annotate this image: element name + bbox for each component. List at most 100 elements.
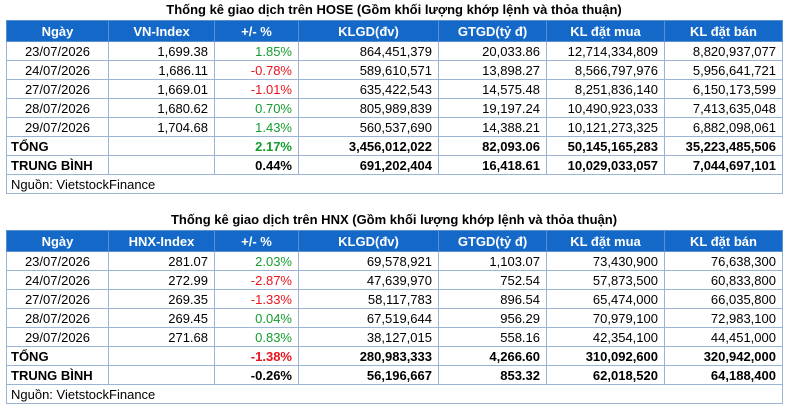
buy-cell: 12,714,334,809: [546, 41, 665, 61]
value-cell: 20,033.86: [438, 41, 547, 61]
value-cell: 956.29: [438, 308, 547, 328]
index-cell: 1,699.38: [108, 41, 215, 61]
total-label: TỔNG: [6, 136, 109, 156]
table-row: 27/07/2026 1,669.01 -1.01% 635,422,543 1…: [6, 79, 783, 99]
value-cell: 82,093.06: [438, 136, 547, 156]
date-cell: 24/07/2026: [6, 270, 109, 290]
value-cell: 16,418.61: [438, 155, 547, 175]
sell-cell: 66,035,800: [664, 289, 783, 309]
volume-cell: 38,127,015: [298, 327, 439, 347]
value-cell: 896.54: [438, 289, 547, 309]
date-cell: 24/07/2026: [6, 60, 109, 80]
sell-cell: 8,820,937,077: [664, 41, 783, 61]
change-cell: 0.83%: [214, 327, 299, 347]
col-index-header: VN-Index: [108, 20, 215, 42]
sell-cell: 320,942,000: [664, 346, 783, 366]
value-cell: 4,266.60: [438, 346, 547, 366]
change-cell: 2.03%: [214, 251, 299, 271]
total-row: TỔNG -1.38% 280,983,333 4,266.60 310,092…: [6, 346, 783, 366]
sell-cell: 6,150,173,599: [664, 79, 783, 99]
source-row: Nguồn: VietstockFinance: [6, 174, 783, 194]
date-cell: 29/07/2026: [6, 327, 109, 347]
value-cell: 752.54: [438, 270, 547, 290]
volume-cell: 67,519,644: [298, 308, 439, 328]
total-row: TỔNG 2.17% 3,456,012,022 82,093.06 50,14…: [6, 136, 783, 156]
col-index-header: HNX-Index: [108, 230, 215, 252]
volume-cell: 58,117,783: [298, 289, 439, 309]
index-cell: 269.45: [108, 308, 215, 328]
sell-cell: 72,983,100: [664, 308, 783, 328]
value-cell: 558.16: [438, 327, 547, 347]
volume-cell: 3,456,012,022: [298, 136, 439, 156]
hnx-title: Thống kê giao dịch trên HNX (Gồm khối lư…: [170, 212, 618, 227]
change-cell: -2.87%: [214, 270, 299, 290]
change-cell: -1.33%: [214, 289, 299, 309]
change-cell: 2.17%: [214, 136, 299, 156]
value-cell: 853.32: [438, 365, 547, 385]
hose-table: Ngày VN-Index +/- % KLGD(đv) GTGD(tỷ đ) …: [6, 20, 783, 194]
buy-cell: 8,566,797,976: [546, 60, 665, 80]
col-sell-header: KL đặt bán: [664, 20, 783, 42]
table-row: 23/07/2026 1,699.38 1.85% 864,451,379 20…: [6, 41, 783, 61]
value-cell: 19,197.24: [438, 98, 547, 118]
value-cell: 1,103.07: [438, 251, 547, 271]
average-label: TRUNG BÌNH: [6, 155, 109, 175]
col-change-header: +/- %: [214, 20, 299, 42]
change-cell: 0.04%: [214, 308, 299, 328]
col-volume-header: KLGD(đv): [298, 230, 439, 252]
index-cell: [108, 155, 215, 175]
date-cell: 28/07/2026: [6, 98, 109, 118]
col-buy-header: KL đặt mua: [546, 20, 665, 42]
total-label: TỔNG: [6, 346, 109, 366]
average-label: TRUNG BÌNH: [6, 365, 109, 385]
value-cell: 14,575.48: [438, 79, 547, 99]
buy-cell: 10,029,033,057: [546, 155, 665, 175]
sell-cell: 6,882,098,061: [664, 117, 783, 137]
change-cell: -1.01%: [214, 79, 299, 99]
source-note: Nguồn: VietstockFinance: [6, 174, 783, 194]
volume-cell: 691,202,404: [298, 155, 439, 175]
buy-cell: 42,354,100: [546, 327, 665, 347]
change-cell: -0.26%: [214, 365, 299, 385]
table-row: 27/07/2026 269.35 -1.33% 58,117,783 896.…: [6, 289, 783, 309]
index-cell: 1,686.11: [108, 60, 215, 80]
value-cell: 13,898.27: [438, 60, 547, 80]
volume-cell: 56,196,667: [298, 365, 439, 385]
table-row: 24/07/2026 272.99 -2.87% 47,639,970 752.…: [6, 270, 783, 290]
index-cell: [108, 365, 215, 385]
index-cell: 272.99: [108, 270, 215, 290]
sell-cell: 7,044,697,101: [664, 155, 783, 175]
col-sell-header: KL đặt bán: [664, 230, 783, 252]
sell-cell: 76,638,300: [664, 251, 783, 271]
volume-cell: 560,537,690: [298, 117, 439, 137]
index-cell: [108, 136, 215, 156]
buy-cell: 10,121,273,325: [546, 117, 665, 137]
date-cell: 23/07/2026: [6, 41, 109, 61]
buy-cell: 65,474,000: [546, 289, 665, 309]
col-volume-header: KLGD(đv): [298, 20, 439, 42]
table-row: 23/07/2026 281.07 2.03% 69,578,921 1,103…: [6, 251, 783, 271]
index-cell: [108, 346, 215, 366]
buy-cell: 62,018,520: [546, 365, 665, 385]
col-date-header: Ngày: [6, 20, 109, 42]
date-cell: 23/07/2026: [6, 251, 109, 271]
col-value-header: GTGD(tỷ đ): [438, 20, 547, 42]
average-row: TRUNG BÌNH -0.26% 56,196,667 853.32 62,0…: [6, 365, 783, 385]
table-row: 28/07/2026 1,680.62 0.70% 805,989,839 19…: [6, 98, 783, 118]
hnx-table: Ngày HNX-Index +/- % KLGD(đv) GTGD(tỷ đ)…: [6, 230, 783, 404]
volume-cell: 864,451,379: [298, 41, 439, 61]
buy-cell: 50,145,165,283: [546, 136, 665, 156]
volume-cell: 280,983,333: [298, 346, 439, 366]
col-change-header: +/- %: [214, 230, 299, 252]
index-cell: 281.07: [108, 251, 215, 271]
sell-cell: 60,833,800: [664, 270, 783, 290]
buy-cell: 310,092,600: [546, 346, 665, 366]
date-cell: 28/07/2026: [6, 308, 109, 328]
hnx-section: Thống kê giao dịch trên HNX (Gồm khối lư…: [6, 210, 783, 404]
buy-cell: 70,979,100: [546, 308, 665, 328]
change-cell: 0.70%: [214, 98, 299, 118]
change-cell: -0.78%: [214, 60, 299, 80]
sell-cell: 64,188,400: [664, 365, 783, 385]
index-cell: 1,680.62: [108, 98, 215, 118]
table-row: 28/07/2026 269.45 0.04% 67,519,644 956.2…: [6, 308, 783, 328]
